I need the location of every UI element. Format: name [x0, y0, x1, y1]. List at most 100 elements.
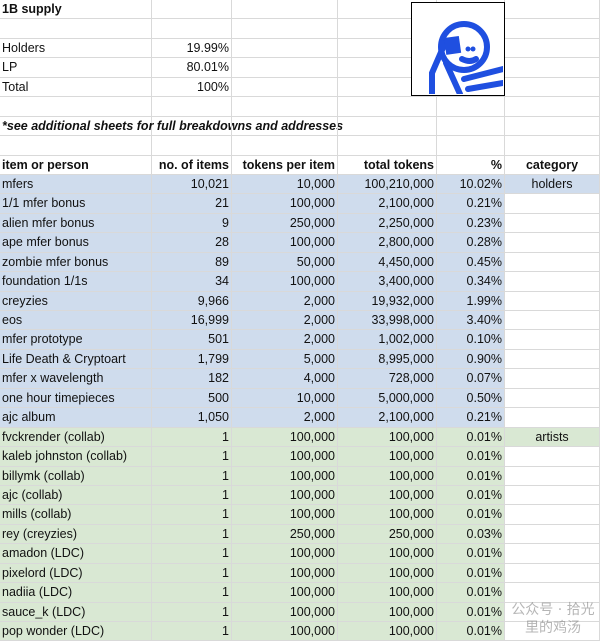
category[interactable]: [505, 466, 600, 486]
item-count[interactable]: 1: [152, 427, 232, 448]
item-count[interactable]: 1: [152, 466, 232, 486]
item-name[interactable]: mfer prototype: [0, 330, 152, 350]
tokens-per-item[interactable]: 10,000: [232, 174, 338, 195]
item-name[interactable]: foundation 1/1s: [0, 272, 152, 292]
summary-label[interactable]: Total: [0, 77, 152, 98]
category[interactable]: [505, 544, 600, 564]
total-tokens[interactable]: 100,000: [338, 622, 437, 641]
total-tokens[interactable]: 100,000: [338, 602, 437, 622]
percent[interactable]: 0.21%: [437, 408, 505, 428]
tokens-per-item[interactable]: 2,000: [232, 311, 338, 331]
item-name[interactable]: mfers: [0, 174, 152, 195]
item-count[interactable]: 1: [152, 563, 232, 584]
tokens-per-item[interactable]: 100,000: [232, 447, 338, 467]
percent[interactable]: 0.21%: [437, 194, 505, 214]
tokens-per-item[interactable]: 100,000: [232, 485, 338, 506]
cell[interactable]: [152, 136, 232, 156]
category[interactable]: [505, 272, 600, 292]
cell[interactable]: [437, 136, 505, 156]
cell[interactable]: [0, 19, 152, 39]
total-tokens[interactable]: 100,000: [338, 485, 437, 506]
tokens-per-item[interactable]: 10,000: [232, 388, 338, 409]
item-count[interactable]: 182: [152, 369, 232, 389]
total-tokens[interactable]: 100,000: [338, 505, 437, 525]
total-tokens[interactable]: 8,995,000: [338, 349, 437, 370]
cell[interactable]: [505, 97, 600, 117]
tokens-per-item[interactable]: 100,000: [232, 622, 338, 641]
percent[interactable]: 0.01%: [437, 602, 505, 622]
summary-value[interactable]: 100%: [152, 77, 232, 98]
cell[interactable]: [338, 97, 437, 117]
category[interactable]: [505, 213, 600, 234]
cell[interactable]: [505, 136, 600, 156]
total-tokens[interactable]: 100,000: [338, 583, 437, 603]
item-name[interactable]: one hour timepieces: [0, 388, 152, 409]
tokens-per-item[interactable]: 100,000: [232, 544, 338, 564]
percent[interactable]: 0.10%: [437, 330, 505, 350]
column-header[interactable]: tokens per item: [232, 155, 338, 175]
supply-title[interactable]: 1B supply: [0, 0, 152, 20]
column-header[interactable]: item or person: [0, 155, 152, 175]
cell[interactable]: [505, 38, 600, 59]
column-header[interactable]: category: [505, 155, 600, 175]
tokens-per-item[interactable]: 100,000: [232, 194, 338, 214]
percent[interactable]: 0.01%: [437, 427, 505, 448]
cell[interactable]: [505, 0, 600, 20]
cell[interactable]: [505, 58, 600, 78]
cell[interactable]: [232, 19, 338, 39]
cell[interactable]: [505, 77, 600, 98]
cell[interactable]: [0, 97, 152, 117]
tokens-per-item[interactable]: 100,000: [232, 466, 338, 486]
cell[interactable]: [152, 97, 232, 117]
percent[interactable]: 0.50%: [437, 388, 505, 409]
column-header[interactable]: %: [437, 155, 505, 175]
total-tokens[interactable]: 100,000: [338, 466, 437, 486]
total-tokens[interactable]: 250,000: [338, 524, 437, 545]
tokens-per-item[interactable]: 100,000: [232, 583, 338, 603]
total-tokens[interactable]: 19,932,000: [338, 291, 437, 311]
tokens-per-item[interactable]: 100,000: [232, 272, 338, 292]
cell[interactable]: [152, 116, 232, 137]
item-name[interactable]: mfer x wavelength: [0, 369, 152, 389]
item-count[interactable]: 10,021: [152, 174, 232, 195]
column-header[interactable]: no. of items: [152, 155, 232, 175]
item-name[interactable]: alien mfer bonus: [0, 213, 152, 234]
percent[interactable]: 0.01%: [437, 466, 505, 486]
total-tokens[interactable]: 100,000: [338, 447, 437, 467]
item-name[interactable]: ape mfer bonus: [0, 233, 152, 253]
percent[interactable]: 0.28%: [437, 233, 505, 253]
percent[interactable]: 10.02%: [437, 174, 505, 195]
tokens-per-item[interactable]: 250,000: [232, 524, 338, 545]
category[interactable]: [505, 563, 600, 584]
cell[interactable]: [437, 116, 505, 137]
item-count[interactable]: 1: [152, 544, 232, 564]
total-tokens[interactable]: 100,000: [338, 427, 437, 448]
category[interactable]: [505, 252, 600, 273]
percent[interactable]: 3.40%: [437, 311, 505, 331]
total-tokens[interactable]: 33,998,000: [338, 311, 437, 331]
total-tokens[interactable]: 728,000: [338, 369, 437, 389]
item-count[interactable]: 1: [152, 447, 232, 467]
cell[interactable]: [152, 0, 232, 20]
percent[interactable]: 0.03%: [437, 524, 505, 545]
cell[interactable]: [232, 77, 338, 98]
total-tokens[interactable]: 3,400,000: [338, 272, 437, 292]
item-name[interactable]: amadon (LDC): [0, 544, 152, 564]
percent[interactable]: 0.01%: [437, 485, 505, 506]
cell[interactable]: [0, 136, 152, 156]
item-name[interactable]: fvckrender (collab): [0, 427, 152, 448]
category[interactable]: artists: [505, 427, 600, 448]
percent[interactable]: 0.01%: [437, 583, 505, 603]
item-count[interactable]: 28: [152, 233, 232, 253]
item-count[interactable]: 1: [152, 583, 232, 603]
percent[interactable]: 0.23%: [437, 213, 505, 234]
total-tokens[interactable]: 100,000: [338, 563, 437, 584]
total-tokens[interactable]: 2,100,000: [338, 408, 437, 428]
item-name[interactable]: sauce_k (LDC): [0, 602, 152, 622]
total-tokens[interactable]: 100,210,000: [338, 174, 437, 195]
percent[interactable]: 0.07%: [437, 369, 505, 389]
item-name[interactable]: zombie mfer bonus: [0, 252, 152, 273]
summary-label[interactable]: LP: [0, 58, 152, 78]
item-name[interactable]: billymk (collab): [0, 466, 152, 486]
percent[interactable]: 0.90%: [437, 349, 505, 370]
